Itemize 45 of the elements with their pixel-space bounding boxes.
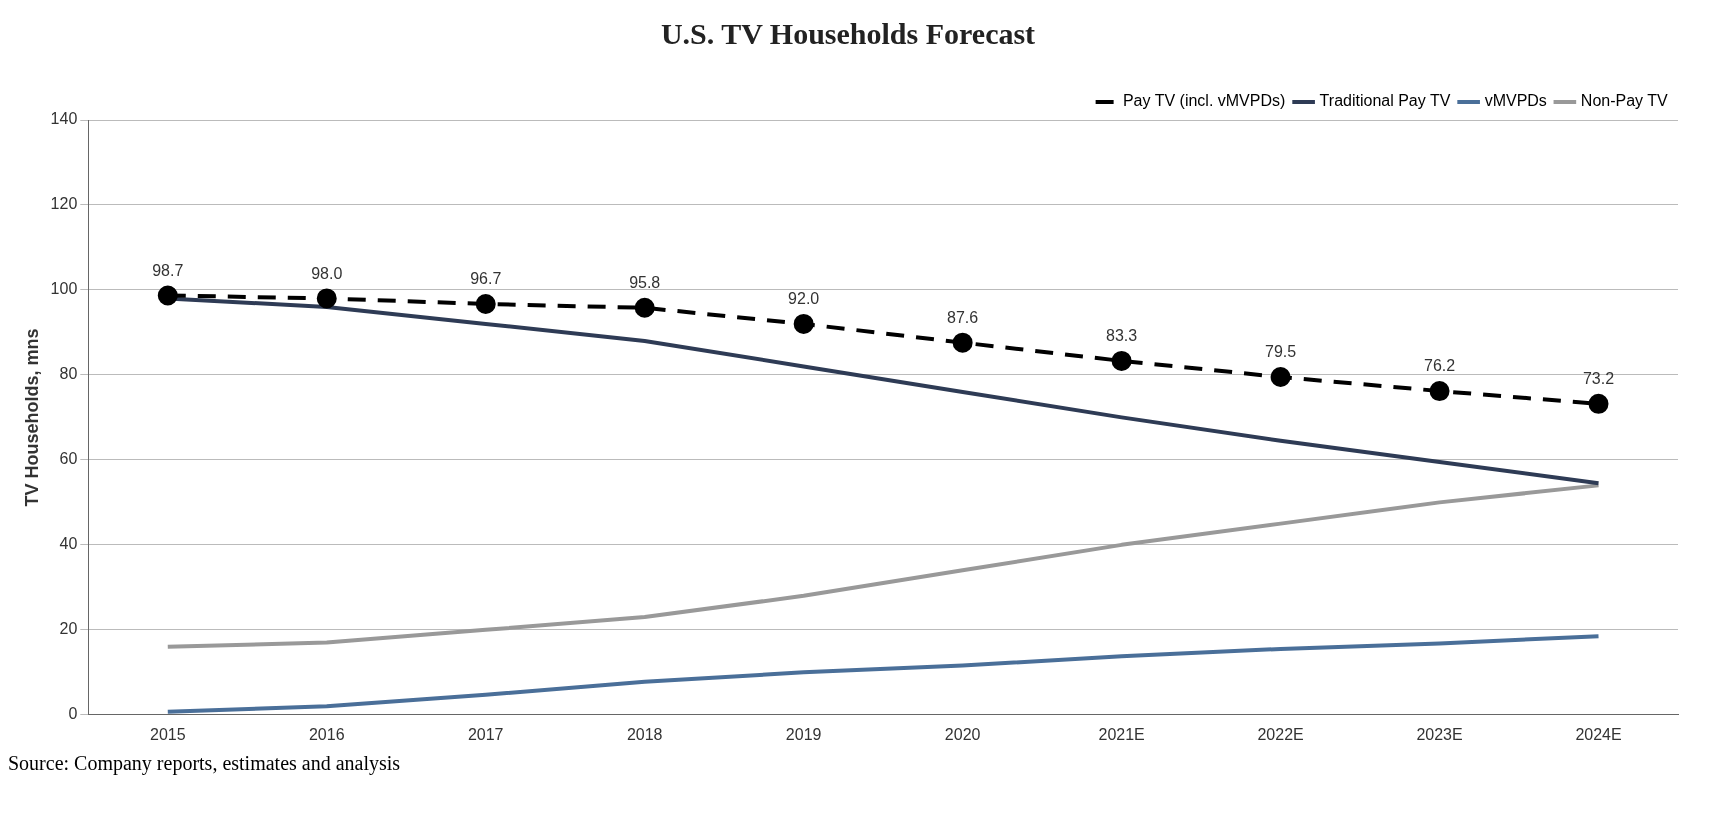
- y-tick-label: 140: [50, 110, 78, 128]
- point: [475, 293, 496, 314]
- x-tick-label: 2016: [308, 725, 345, 743]
- data-label: 98.7: [152, 261, 184, 279]
- x-tick-label: 2021E: [1098, 725, 1145, 743]
- point: [1111, 350, 1132, 371]
- x-tick-label: 2022E: [1257, 725, 1304, 743]
- legend-label: vMVPDs: [1484, 92, 1547, 110]
- data-label: 92.0: [788, 290, 820, 308]
- point: [1270, 367, 1291, 388]
- x-tick-label: 2017: [467, 725, 504, 743]
- point: [157, 285, 178, 306]
- x-tick-label: 2018: [626, 725, 663, 743]
- legend-label: Non-Pay TV: [1580, 92, 1669, 110]
- x-tick-label: 2023E: [1416, 725, 1463, 743]
- point: [316, 288, 337, 309]
- data-label: 96.7: [470, 270, 502, 288]
- legend-label: Pay TV (incl. vMVPDs): [1122, 92, 1286, 110]
- point: [793, 313, 814, 334]
- x-tick-label: 2020: [944, 725, 981, 743]
- source-note: Source: Company reports, estimates and analysis: [8, 752, 402, 775]
- point: [1588, 393, 1609, 414]
- y-tick-label: 20: [59, 620, 78, 638]
- y-tick-label: 120: [50, 195, 78, 213]
- x-tick-label: 2015: [149, 725, 186, 743]
- y-tick-label: 80: [59, 365, 78, 383]
- x-tick-label: 2019: [785, 725, 822, 743]
- data-label: 83.3: [1106, 327, 1138, 345]
- y-axis-title: TV Households, mns: [21, 328, 42, 507]
- point: [952, 332, 973, 353]
- y-tick-label: 100: [50, 280, 78, 298]
- data-label: 73.2: [1582, 370, 1615, 388]
- data-label: 87.6: [947, 309, 979, 327]
- data-label: 79.5: [1265, 343, 1297, 361]
- data-label: 95.8: [629, 274, 661, 292]
- y-tick-label: 0: [68, 705, 78, 723]
- x-tick-label: 2024E: [1575, 725, 1622, 743]
- legend-label: Traditional Pay TV: [1319, 92, 1451, 110]
- chart-title: U.S. TV Households Forecast: [660, 16, 1036, 50]
- y-tick-label: 60: [59, 450, 78, 468]
- data-label: 76.2: [1423, 357, 1456, 375]
- data-label: 98.0: [311, 264, 343, 282]
- point: [634, 297, 655, 318]
- point: [1429, 381, 1450, 402]
- y-tick-label: 40: [59, 535, 78, 553]
